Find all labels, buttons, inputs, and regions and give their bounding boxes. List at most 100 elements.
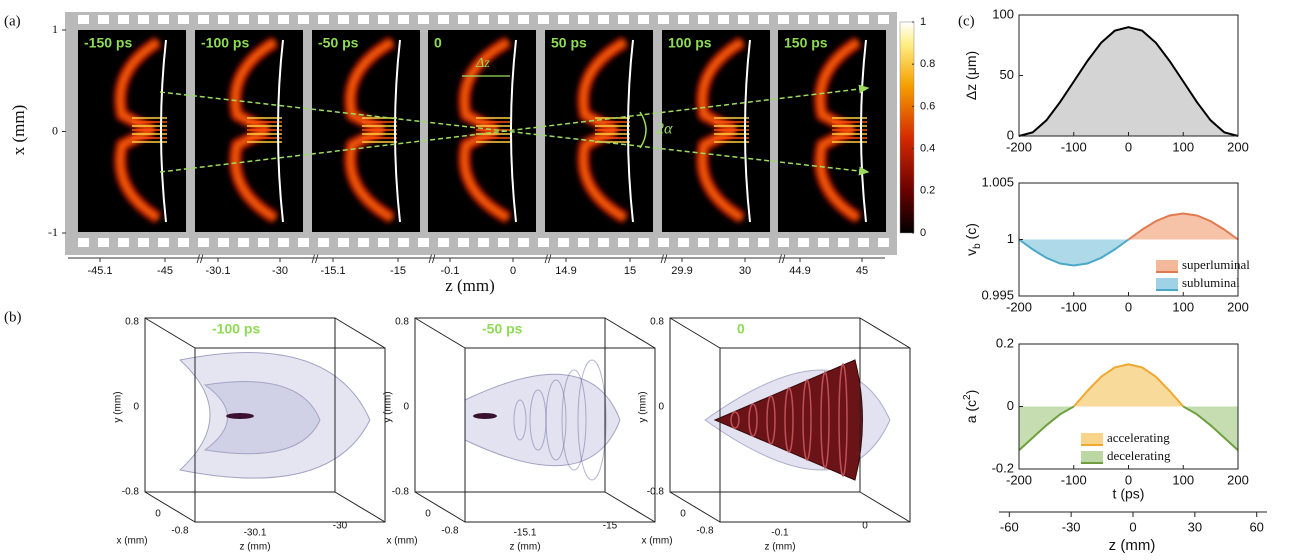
sprocket-hole <box>78 15 89 24</box>
x2-tick-label: 0 <box>1129 519 1136 534</box>
sprocket-hole <box>158 15 169 24</box>
sprocket-hole <box>598 15 609 24</box>
sprocket-hole <box>658 15 669 24</box>
sprocket-hole <box>98 15 109 24</box>
box-edge <box>335 318 385 348</box>
sprocket-hole <box>818 238 829 247</box>
sprocket-hole <box>698 238 709 247</box>
axis-label: x (mm) <box>9 105 28 156</box>
y-tick-label: 0.8 <box>650 317 664 328</box>
label-part: a (c <box>963 400 979 423</box>
sprocket-hole <box>318 238 329 247</box>
z-tick-label: -15 <box>390 265 406 277</box>
x-tick-label: -100 <box>1061 299 1087 314</box>
sprocket-hole <box>478 238 489 247</box>
x-tick-label: -100 <box>1061 472 1087 487</box>
sprocket-hole <box>738 15 749 24</box>
chart: 050100-200-1000100200Δz (μm) <box>963 6 1249 154</box>
sprocket-hole <box>378 15 389 24</box>
z-tick-label: 0 <box>862 521 868 532</box>
sprocket-hole <box>458 238 469 247</box>
y-axis-label: vb (c) <box>963 223 983 256</box>
x2-axis-label: z (mm) <box>1109 537 1156 554</box>
y-tick-label: 0.2 <box>996 335 1014 350</box>
sprocket-hole <box>258 15 269 24</box>
y-tick-label: 0 <box>1007 398 1014 413</box>
label-part: v <box>963 249 979 256</box>
sprocket-hole <box>618 15 629 24</box>
z-tick-label: 30 <box>739 265 751 277</box>
box-edge <box>670 492 720 522</box>
sprocket-hole <box>118 238 129 247</box>
axis-label: y (mm) <box>383 391 394 422</box>
x-tick-label: -0.8 <box>171 526 189 537</box>
y-axis-label: Δz (μm) <box>963 51 979 100</box>
box-edge <box>605 318 655 348</box>
y-tick-label: 0 <box>133 402 139 413</box>
area-fill <box>1074 364 1184 406</box>
panel-label: (a) <box>4 13 21 29</box>
y-tick-label: 100 <box>992 6 1014 21</box>
frame: 100 ps <box>662 30 770 232</box>
axis-label: z (mm) <box>239 542 270 553</box>
sprocket-hole <box>238 238 249 247</box>
x-tick-label: 0 <box>425 509 431 520</box>
z-tick-label: -30 <box>333 521 348 532</box>
z-tick-label: -30 <box>272 265 288 277</box>
z-tick-label: 29.9 <box>671 265 692 277</box>
annotation: Δz <box>475 56 490 71</box>
colorbar-tick-label: 1 <box>920 16 926 28</box>
sprocket-hole <box>758 15 769 24</box>
focus <box>473 413 497 419</box>
box-edge <box>860 318 910 348</box>
x-tick-label: 0 <box>1125 139 1132 154</box>
frame-label: 50 ps <box>551 35 587 51</box>
sprocket-hole <box>718 238 729 247</box>
y-tick-label: 1 <box>52 22 58 36</box>
box-plot: 00.80-0.8y (mm)-0.80x (mm)-0.10z (mm) <box>638 317 910 553</box>
x-tick-label: 200 <box>1227 299 1249 314</box>
axis-break: // <box>661 252 668 266</box>
sprocket-hole <box>798 238 809 247</box>
y-tick-label: 0.8 <box>395 317 409 328</box>
label-part: (c) <box>963 223 979 243</box>
x-tick-label: 100 <box>1172 139 1194 154</box>
z-tick-label: -45.1 <box>87 265 112 277</box>
y-tick-label: 0 <box>403 402 409 413</box>
axis-label: x (mm) <box>641 536 672 547</box>
axis-break: // <box>429 252 436 266</box>
sprocket-hole <box>398 238 409 247</box>
sprocket-hole <box>558 238 569 247</box>
box-edge <box>670 318 720 348</box>
frame-label: 150 ps <box>784 35 828 51</box>
frame: -50 ps <box>312 30 420 232</box>
sprocket-hole <box>78 238 89 247</box>
focus <box>226 413 254 419</box>
sprocket-hole <box>118 15 129 24</box>
frame-label: 0 <box>434 35 442 51</box>
sprocket-hole <box>538 238 549 247</box>
sprocket-hole <box>178 238 189 247</box>
sprocket-hole <box>518 238 529 247</box>
sprocket-hole <box>838 15 849 24</box>
legend-swatch <box>1081 433 1103 445</box>
axis-label: x (mm) <box>386 536 417 547</box>
sprocket-hole <box>298 238 309 247</box>
legend-label: subluminal <box>1182 275 1240 290</box>
sprocket-hole <box>718 15 729 24</box>
sprocket-hole <box>858 238 869 247</box>
sprocket-hole <box>878 238 889 247</box>
sprocket-hole <box>818 15 829 24</box>
sprocket-hole <box>238 15 249 24</box>
sprocket-hole <box>258 238 269 247</box>
sprocket-hole <box>778 238 789 247</box>
y-tick-label: -0.8 <box>392 487 410 498</box>
sprocket-hole <box>358 238 369 247</box>
sprocket-hole <box>418 238 429 247</box>
x-tick-label: -100 <box>1061 139 1087 154</box>
axis-label: y (mm) <box>113 391 124 422</box>
sprocket-hole <box>218 15 229 24</box>
sprocket-hole <box>838 238 849 247</box>
sprocket-hole <box>278 238 289 247</box>
sprocket-hole <box>378 238 389 247</box>
